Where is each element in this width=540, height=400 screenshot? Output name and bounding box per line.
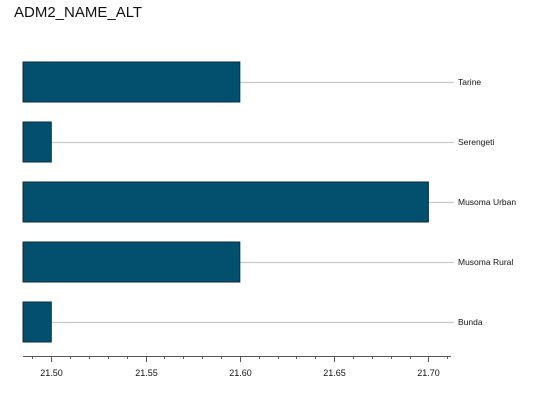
category-label-tarine: Tarine: [458, 77, 481, 87]
leader-lines: [51, 81, 454, 324]
x-tick-label: 21.65: [323, 368, 346, 378]
chart-title: ADM2_NAME_ALT: [14, 4, 143, 21]
x-tick-label: 21.70: [417, 368, 440, 378]
x-axis: 21.50 21.55 21.60 21.65 21.70: [23, 356, 451, 378]
category-labels: Tarine Serengeti Musoma Urban Musoma Rural B…: [458, 77, 516, 327]
category-label-bunda: Bunda: [458, 317, 483, 327]
x-tick-label: 21.60: [229, 368, 252, 378]
category-label-musoma-rural: Musoma Rural: [458, 257, 513, 267]
x-tick-label: 21.55: [135, 368, 158, 378]
x-tick-label: 21.50: [40, 368, 63, 378]
bars: [22, 61, 429, 343]
category-label-serengeti: Serengeti: [458, 137, 494, 147]
bar-tarine: [22, 61, 241, 103]
bar-musoma-rural: [22, 241, 241, 283]
bar-serengeti: [22, 121, 52, 163]
bar-musoma-urban: [22, 181, 429, 223]
bar-bunda: [22, 301, 52, 343]
category-label-musoma-urban: Musoma Urban: [458, 197, 516, 207]
